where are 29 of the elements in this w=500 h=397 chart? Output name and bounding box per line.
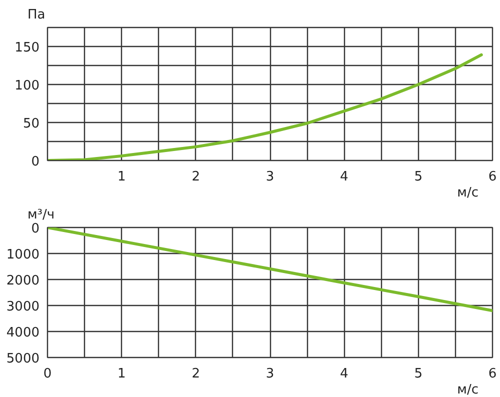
y-tick-label: 0: [31, 154, 40, 170]
x-tick-label: 5: [414, 366, 422, 382]
y-tick-label: 4000: [6, 326, 40, 340]
y-tick-label: 5000: [6, 352, 40, 366]
x-tick-label: 5: [414, 170, 422, 184]
y-axis-title: Па: [28, 8, 46, 22]
x-tick-label: 2: [192, 170, 200, 184]
x-tick-label: 6: [488, 170, 497, 184]
x-axis-title: м/с: [457, 382, 479, 397]
x-tick-label: 3: [266, 366, 274, 382]
y-axis-title: м³/ч: [28, 208, 55, 222]
x-tick-label: 3: [266, 170, 274, 184]
x-axis-title: м/с: [457, 186, 479, 200]
x-tick-label: 6: [488, 366, 497, 382]
y-tick-label: 150: [14, 40, 40, 56]
y-tick-label: 2000: [6, 274, 40, 288]
y-tick-label: 1000: [6, 248, 40, 262]
x-tick-label: 0: [43, 366, 52, 382]
x-tick-label: 4: [340, 366, 348, 382]
x-tick-label: 2: [192, 366, 200, 382]
x-tick-label: 4: [340, 170, 348, 184]
line-series: [48, 228, 492, 312]
x-tick-label: 1: [118, 170, 126, 184]
x-tick-label: 1: [118, 366, 126, 382]
y-tick-label: 0: [31, 222, 40, 236]
y-tick-label: 3000: [6, 300, 40, 314]
line-series: [48, 53, 483, 160]
y-tick-label: 50: [22, 116, 40, 132]
y-tick-label: 100: [14, 78, 40, 94]
